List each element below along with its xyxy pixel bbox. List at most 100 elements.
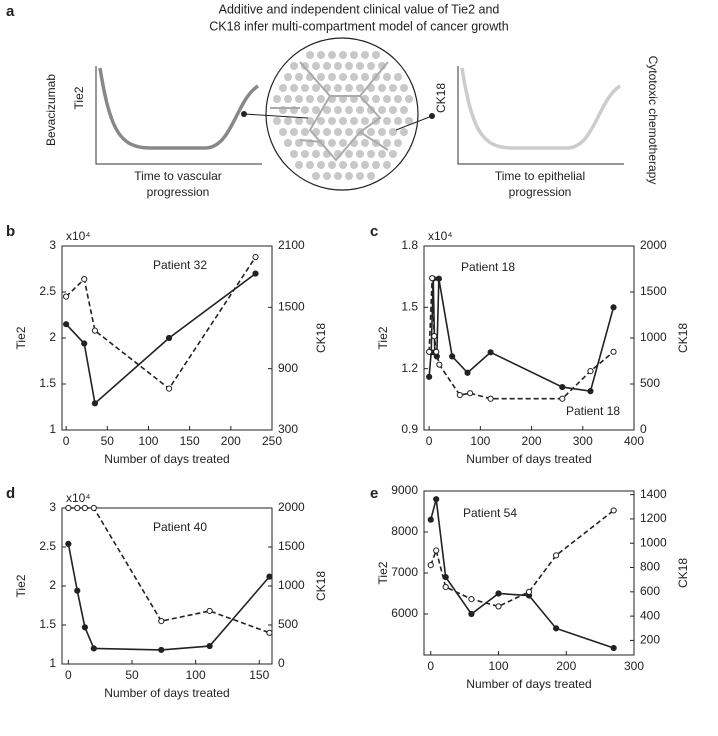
y2-tick-label: 1200	[640, 511, 667, 525]
cell	[367, 106, 375, 114]
cell	[306, 117, 314, 125]
cell	[284, 117, 292, 125]
data-point	[610, 507, 617, 514]
cell	[361, 139, 369, 147]
data-point	[74, 504, 81, 512]
cell	[356, 150, 364, 158]
data-point	[449, 353, 456, 360]
y2-tick-label: 1400	[640, 487, 667, 501]
y-tick-label: 2	[49, 330, 56, 344]
y-multiplier: x10⁴	[66, 229, 91, 243]
cell	[367, 172, 375, 180]
data-point	[495, 603, 502, 610]
cell	[273, 117, 281, 125]
cell	[306, 95, 314, 103]
cell	[367, 62, 375, 70]
y2-axis-label: CK18	[314, 571, 328, 601]
cell	[389, 84, 397, 92]
cell	[372, 95, 380, 103]
cell	[361, 161, 369, 169]
data-point	[158, 618, 165, 625]
cell	[361, 95, 369, 103]
plot-frame	[423, 245, 635, 431]
data-point	[487, 349, 494, 356]
axis	[457, 66, 624, 165]
annotation: Patient 18	[566, 404, 620, 418]
data-point	[63, 321, 70, 328]
cell	[273, 95, 281, 103]
series-line	[428, 278, 615, 400]
cell	[378, 106, 386, 114]
data-point	[525, 588, 533, 595]
cell	[339, 139, 347, 147]
y-tick-label: 0.9	[401, 422, 418, 436]
y2-axis-label: CK18	[676, 558, 690, 588]
data-point	[81, 504, 89, 512]
data-point	[91, 327, 99, 334]
cell	[394, 139, 402, 147]
axis-label: Tie2	[72, 86, 86, 109]
y2-tick-label: 2100	[278, 238, 305, 252]
data-point	[468, 610, 475, 618]
y-tick-label: 2.5	[39, 539, 56, 553]
cell	[372, 161, 380, 169]
data-point	[456, 391, 463, 399]
data-point	[426, 348, 433, 355]
y-tick-label: 1	[49, 422, 56, 436]
data-point	[610, 644, 617, 652]
data-point	[431, 333, 438, 340]
y2-tick-label: 0	[640, 422, 647, 436]
cell	[312, 84, 320, 92]
y-multiplier: x10⁴	[428, 229, 453, 243]
data-point	[442, 583, 449, 591]
x-axis-label: Number of days treated	[466, 677, 591, 691]
cell	[400, 106, 408, 114]
y2-axis-label: CK18	[676, 323, 690, 353]
cell	[306, 161, 314, 169]
x-tick-label: 100	[470, 434, 490, 448]
cell	[367, 150, 375, 158]
data-point	[435, 275, 442, 282]
x-tick-label: 100	[186, 668, 206, 682]
x-axis-label: Number of days treated	[104, 452, 229, 466]
cell	[361, 73, 369, 81]
data-point	[206, 642, 213, 650]
x-tick-label: 250	[262, 434, 282, 448]
cell	[323, 172, 331, 180]
cell	[345, 150, 353, 158]
series-line	[65, 256, 257, 390]
cell	[317, 161, 325, 169]
y-tick-label: 7000	[391, 565, 418, 579]
vessels	[270, 61, 389, 162]
cell	[356, 62, 364, 70]
x-tick-label: 50	[125, 668, 139, 682]
cell	[345, 62, 353, 70]
data-point	[427, 562, 434, 569]
data-point	[464, 369, 471, 376]
cell	[389, 128, 397, 136]
data-point	[81, 276, 88, 283]
cell	[372, 51, 380, 59]
cell	[389, 106, 397, 114]
cell	[312, 172, 320, 180]
x-tick-label: 0	[63, 434, 70, 448]
cell	[334, 62, 342, 70]
y2-tick-label: 1000	[640, 330, 667, 344]
plot-frame	[423, 490, 635, 656]
cell	[328, 73, 336, 81]
series-line	[67, 543, 271, 651]
axis	[95, 66, 262, 165]
panel-label: e	[370, 485, 378, 502]
cell	[394, 95, 402, 103]
x-axis-label: Number of days treated	[466, 452, 591, 466]
data-point	[81, 340, 88, 347]
cell	[339, 161, 347, 169]
data-point	[65, 540, 72, 547]
diagram-title: Additive and independent clinical value …	[219, 2, 500, 16]
x-tick-label: 200	[221, 434, 241, 448]
cell	[334, 106, 342, 114]
y2-axis-label: CK18	[314, 323, 328, 353]
axis-label: CK18	[434, 83, 448, 113]
arrow	[243, 113, 309, 119]
y-tick-label: 1.5	[39, 376, 56, 390]
